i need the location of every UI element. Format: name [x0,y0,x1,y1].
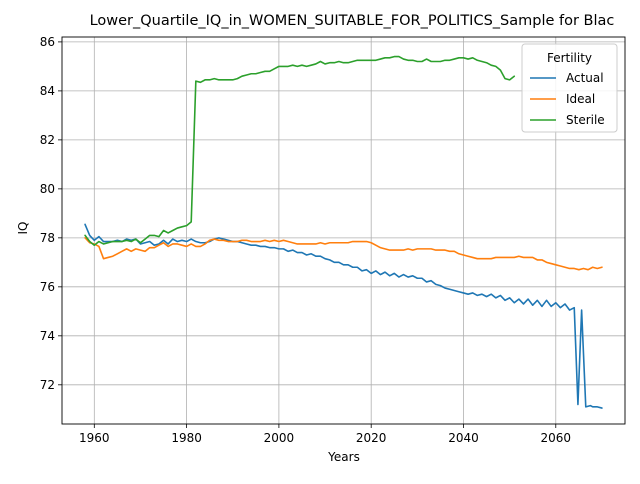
legend-title: Fertility [547,51,592,65]
x-tick-label: 2000 [264,431,295,445]
y-tick-label: 76 [40,280,55,294]
x-tick-label: 2040 [448,431,479,445]
legend-label-ideal: Ideal [566,92,595,106]
x-tick-label: 2020 [356,431,387,445]
y-tick-label: 74 [40,329,55,343]
series-line-ideal [84,237,603,271]
chart-title: Lower_Quartile_IQ_in_WOMEN_SUITABLE_FOR_… [90,13,615,29]
y-tick-label: 78 [40,231,55,245]
legend-label-actual: Actual [566,71,604,85]
y-tick-label: 86 [40,35,55,49]
x-axis-label: Years [327,450,360,464]
x-tick-label: 2060 [541,431,572,445]
x-tick-label: 1960 [79,431,110,445]
x-tick-label: 1980 [171,431,202,445]
legend-box [521,43,618,133]
y-tick-label: 82 [40,133,55,147]
series-line-sterile [84,55,516,246]
legend-label-sterile: Sterile [566,113,605,127]
series-lines [84,55,603,409]
axis-ticks: 1960 1980 2000 2020 2040 2060 72 74 76 78 80 82 84 86 [40,35,571,445]
series-line-actual [84,223,603,409]
y-tick-label: 72 [40,378,55,392]
y-tick-label: 80 [40,182,55,196]
plot-frame [61,36,626,425]
y-axis-label: IQ [16,222,30,235]
y-tick-label: 84 [40,84,55,98]
legend: Fertility Actual Ideal Sterile [521,43,618,133]
legend-entries: Actual Ideal Sterile [530,71,605,127]
grid [62,37,625,424]
